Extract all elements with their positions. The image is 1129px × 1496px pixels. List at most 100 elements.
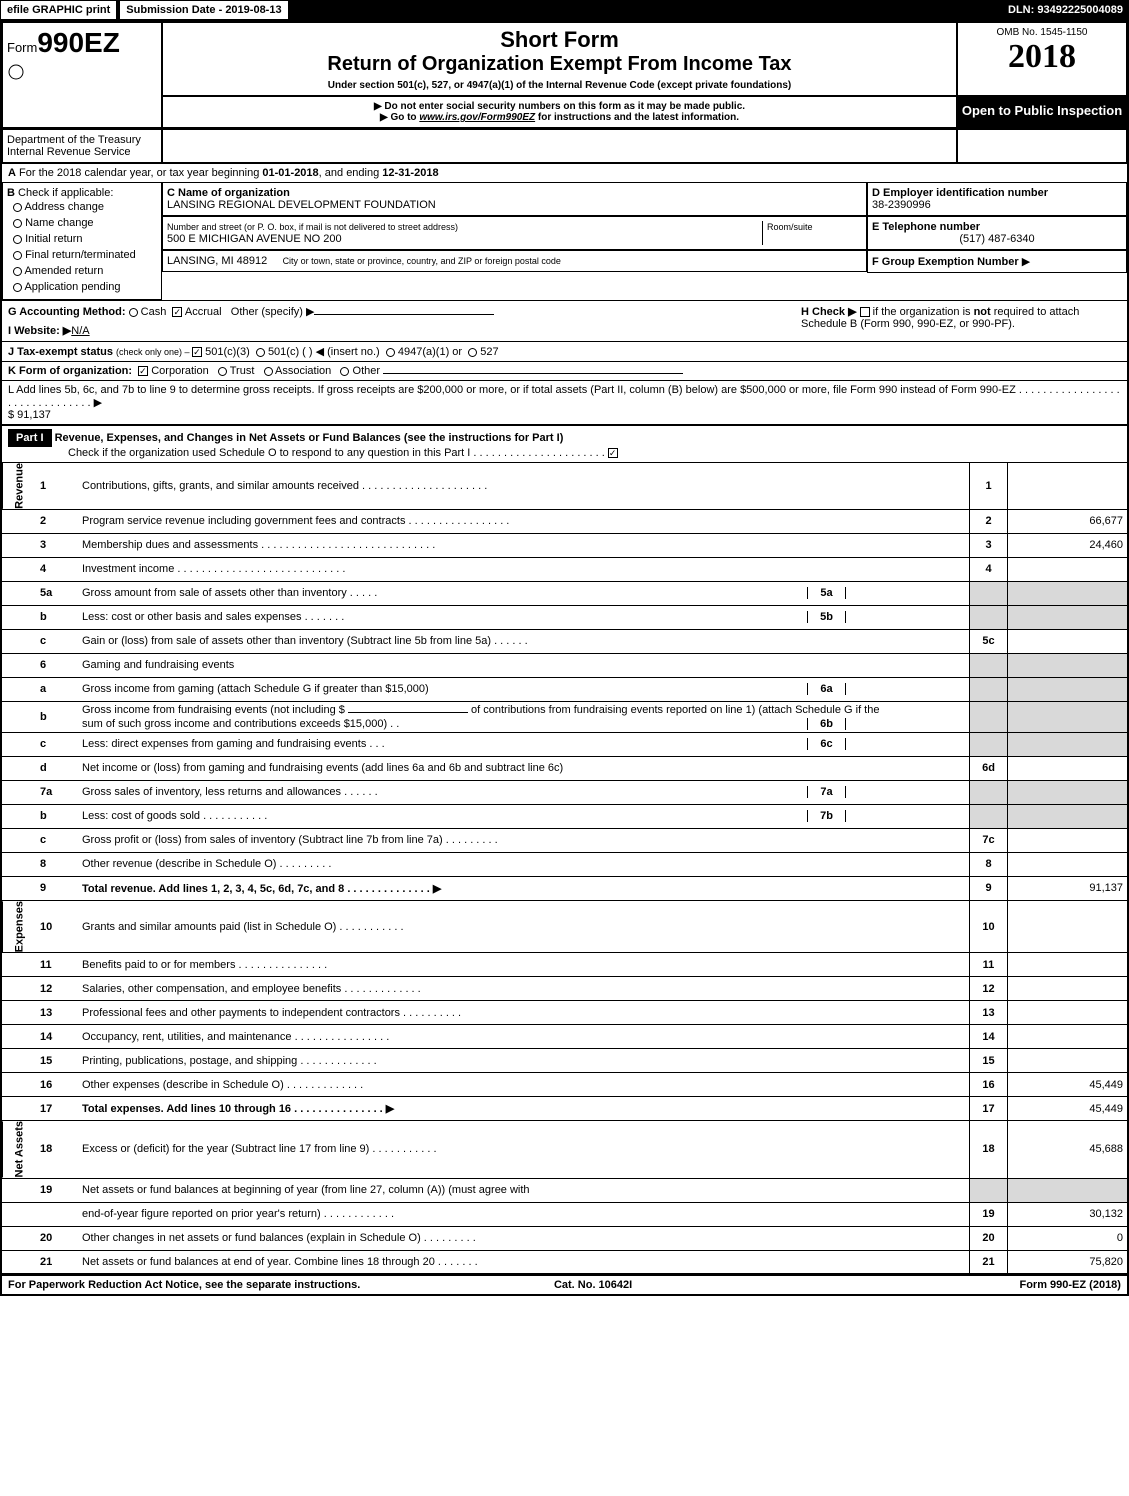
line-14: 14 Occupancy, rent, utilities, and maint… xyxy=(0,1025,1129,1049)
part1-label: Part I xyxy=(8,429,52,447)
checkbox-name-change[interactable] xyxy=(13,219,22,228)
irs-label: Internal Revenue Service xyxy=(7,146,157,158)
radio-assoc[interactable] xyxy=(264,367,273,376)
checkbox-scheduleO[interactable] xyxy=(608,448,618,458)
radio-cash[interactable] xyxy=(129,308,138,317)
dept-cell: Department of the Treasury Internal Reve… xyxy=(2,130,162,163)
cat-expenses: Expenses xyxy=(2,901,36,952)
val-19: 30,132 xyxy=(1007,1203,1127,1226)
checkbox-H[interactable] xyxy=(860,307,870,317)
cat-netassets: Net Assets xyxy=(2,1121,36,1177)
line-6: 6 Gaming and fundraising events xyxy=(0,654,1129,678)
val-3: 24,460 xyxy=(1007,534,1127,557)
short-form-title: Short Form xyxy=(167,27,952,53)
bcdef-grid: B Check if applicable: Address change Na… xyxy=(0,183,1129,301)
val-1 xyxy=(1007,463,1127,509)
line-10: Expenses 10 Grants and similar amounts p… xyxy=(0,901,1129,953)
efile-label: efile GRAPHIC print xyxy=(0,0,117,20)
val-20: 0 xyxy=(1007,1227,1127,1250)
radio-4947[interactable] xyxy=(386,348,395,357)
line-7a: 7a Gross sales of inventory, less return… xyxy=(0,781,1129,805)
box-G: G Accounting Method: Cash Accrual Other … xyxy=(8,305,801,337)
val-9: 91,137 xyxy=(1007,877,1127,900)
box-DEF: D Employer identification number 38-2390… xyxy=(867,183,1127,300)
irs-link[interactable]: www.irs.gov/Form990EZ xyxy=(419,112,535,123)
radio-other[interactable] xyxy=(340,367,349,376)
tax-year: 2018 xyxy=(962,38,1122,76)
dln: DLN: 93492225004089 xyxy=(1002,1,1129,19)
checkbox-amended[interactable] xyxy=(13,267,22,276)
return-title: Return of Organization Exempt From Incom… xyxy=(167,53,952,76)
val-5c xyxy=(1007,630,1127,653)
line-13: 13 Professional fees and other payments … xyxy=(0,1001,1129,1025)
line-20: 20 Other changes in net assets or fund b… xyxy=(0,1227,1129,1251)
line-5b: b Less: cost or other basis and sales ex… xyxy=(0,606,1129,630)
warnings-cell: ▶ Do not enter social security numbers o… xyxy=(162,96,957,128)
line-19b: end-of-year figure reported on prior yea… xyxy=(0,1203,1129,1227)
checkbox-app-pending[interactable] xyxy=(13,283,22,292)
omb-year-cell: OMB No. 1545-1150 2018 xyxy=(957,22,1127,96)
radio-501c[interactable] xyxy=(256,348,265,357)
warning-goto: ▶ Go to www.irs.gov/Form990EZ for instru… xyxy=(167,112,952,123)
footer-left: For Paperwork Reduction Act Notice, see … xyxy=(8,1279,360,1291)
line-L: L Add lines 5b, 6c, and 7b to line 9 to … xyxy=(0,381,1129,426)
ein-value: 38-2390996 xyxy=(872,199,931,211)
footer-mid: Cat. No. 10642I xyxy=(554,1279,632,1291)
line-21: 21 Net assets or fund balances at end of… xyxy=(0,1251,1129,1275)
val-10 xyxy=(1007,901,1127,952)
phone-label: E Telephone number xyxy=(872,221,980,233)
checkbox-initial-return[interactable] xyxy=(13,235,22,244)
line-5a: 5a Gross amount from sale of assets othe… xyxy=(0,582,1129,606)
val-2: 66,677 xyxy=(1007,510,1127,533)
omb-no: OMB No. 1545-1150 xyxy=(962,27,1122,38)
title-cell: Short Form Return of Organization Exempt… xyxy=(162,22,957,96)
checkbox-address-change[interactable] xyxy=(13,203,22,212)
dept-treasury: Department of the Treasury xyxy=(7,134,157,146)
subtitle: Under section 501(c), 527, or 4947(a)(1)… xyxy=(167,80,952,91)
org-street: 500 E MICHIGAN AVENUE NO 200 xyxy=(167,233,342,245)
phone-value: (517) 487-6340 xyxy=(872,233,1122,245)
box-C: C Name of organization LANSING REGIONAL … xyxy=(162,183,867,300)
line-7c: c Gross profit or (loss) from sales of i… xyxy=(0,829,1129,853)
line-8: 8 Other revenue (describe in Schedule O)… xyxy=(0,853,1129,877)
val-14 xyxy=(1007,1025,1127,1048)
val-4 xyxy=(1007,558,1127,581)
footer: For Paperwork Reduction Act Notice, see … xyxy=(0,1275,1129,1296)
line-3: 3 Membership dues and assessments . . . … xyxy=(0,534,1129,558)
val-12 xyxy=(1007,977,1127,1000)
line-16: 16 Other expenses (describe in Schedule … xyxy=(0,1073,1129,1097)
website-value: N/A xyxy=(71,325,89,337)
val-15 xyxy=(1007,1049,1127,1072)
checkbox-final-return[interactable] xyxy=(13,251,22,260)
val-6d xyxy=(1007,757,1127,780)
val-17: 45,449 xyxy=(1007,1097,1127,1120)
gross-receipts: $ 91,137 xyxy=(8,409,1121,421)
line-19a: 19 Net assets or fund balances at beginn… xyxy=(0,1179,1129,1203)
radio-corp[interactable] xyxy=(138,366,148,376)
line-11: 11 Benefits paid to or for members . . .… xyxy=(0,953,1129,977)
irs-eagle-icon xyxy=(7,63,25,81)
radio-trust[interactable] xyxy=(218,367,227,376)
top-bar: efile GRAPHIC print Submission Date - 20… xyxy=(0,0,1129,20)
line-4: 4 Investment income . . . . . . . . . . … xyxy=(0,558,1129,582)
val-13 xyxy=(1007,1001,1127,1024)
val-21: 75,820 xyxy=(1007,1251,1127,1273)
box-B: B Check if applicable: Address change Na… xyxy=(2,183,162,300)
ein-label: D Employer identification number xyxy=(872,187,1048,199)
val-7c xyxy=(1007,829,1127,852)
line-6a: a Gross income from gaming (attach Sched… xyxy=(0,678,1129,702)
line-15: 15 Printing, publications, postage, and … xyxy=(0,1049,1129,1073)
radio-accrual[interactable] xyxy=(172,307,182,317)
website-label: I Website: ▶ xyxy=(8,325,71,337)
radio-527[interactable] xyxy=(468,348,477,357)
line-K: K Form of organization: Corporation Trus… xyxy=(0,362,1129,381)
line-12: 12 Salaries, other compensation, and emp… xyxy=(0,977,1129,1001)
footer-right: Form 990-EZ (2018) xyxy=(1019,1279,1120,1291)
line-6c: c Less: direct expenses from gaming and … xyxy=(0,733,1129,757)
group-exemption-label: F Group Exemption Number xyxy=(872,256,1019,268)
org-name: LANSING REGIONAL DEVELOPMENT FOUNDATION xyxy=(167,199,436,211)
radio-501c3[interactable] xyxy=(192,347,202,357)
org-city: LANSING, MI 48912 xyxy=(167,255,267,267)
form-number-cell: Form990EZ xyxy=(2,22,162,128)
box-H: H Check ▶ if the organization is not req… xyxy=(801,305,1121,337)
